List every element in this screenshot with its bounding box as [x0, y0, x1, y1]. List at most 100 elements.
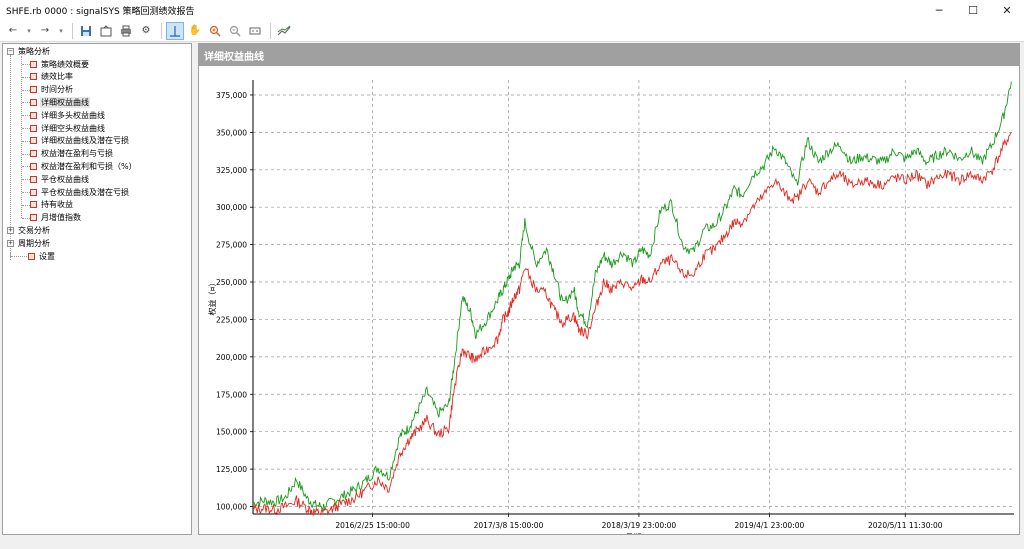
- expand-icon[interactable]: +: [7, 238, 14, 247]
- y-tick-label: 275,000: [216, 241, 247, 250]
- page-icon: [30, 98, 37, 106]
- tree-label: 策略绩效概要: [41, 59, 89, 69]
- tree-line: [21, 56, 22, 218]
- tree-item[interactable]: 持有收益: [30, 199, 74, 211]
- tree-line: [22, 192, 30, 193]
- tree-label: 详细权益曲线: [40, 96, 90, 108]
- tree-label: 周期分析: [18, 238, 50, 248]
- page-icon: [30, 86, 37, 94]
- window-title: SHFE.rb 0000 : signalSYS 策略回测绩效报告: [6, 6, 195, 17]
- y-tick-label: 150,000: [216, 428, 247, 437]
- tree-label: 交易分析: [18, 225, 50, 235]
- dropdown-icon[interactable]: ▾: [27, 26, 31, 35]
- settings-icon[interactable]: ⚙: [141, 25, 151, 36]
- tree-item-settings[interactable]: 设置: [28, 250, 56, 262]
- page-icon: [30, 162, 37, 170]
- tree-label: 详细空头权益曲线: [41, 123, 105, 133]
- tree-line: [22, 217, 30, 219]
- tree-line: [22, 204, 30, 206]
- minimize-button[interactable]: ─: [935, 3, 943, 17]
- tree-item[interactable]: 详细空头权益曲线: [30, 122, 106, 134]
- y-axis-label: 权益（¤）: [207, 278, 217, 315]
- y-tick-label: 100,000: [216, 503, 247, 512]
- expand-icon[interactable]: +: [7, 225, 14, 234]
- crosshair-icon[interactable]: [166, 21, 184, 40]
- zoom-out-icon[interactable]: [226, 22, 244, 40]
- y-tick-label: 125,000: [216, 465, 247, 474]
- equity-chart[interactable]: 100,000 125,000 150,000 175,000 200,000 225,0…: [199, 66, 1019, 549]
- tree-root-strategy[interactable]: − 策略分析: [7, 45, 51, 57]
- page-icon: [30, 111, 37, 119]
- tree-item[interactable]: 平仓权益曲线: [30, 173, 90, 185]
- tree-line: [22, 153, 30, 155]
- close-button[interactable]: ✕: [1002, 3, 1012, 17]
- page-icon: [30, 175, 37, 183]
- page-icon: [30, 124, 37, 132]
- tree-item[interactable]: 绩效比率: [30, 71, 74, 83]
- back-icon[interactable]: ←: [8, 25, 18, 36]
- tree-item[interactable]: 权益潜在盈利与亏损: [30, 148, 114, 160]
- tree-line: [11, 256, 27, 257]
- tree-item[interactable]: 详细权益曲线: [30, 96, 90, 108]
- dropdown-icon[interactable]: ▾: [59, 26, 63, 35]
- tree-label: 持有收益: [41, 200, 73, 210]
- x-tick-label: 2020/5/11 11:30:00: [868, 521, 943, 530]
- tree-label: 月增值指数: [41, 213, 81, 223]
- toolbar: ← ▾ → ▾ ⚙ ✋: [0, 20, 1024, 42]
- forward-icon[interactable]: →: [40, 25, 50, 36]
- pan-icon[interactable]: ✋: [188, 25, 202, 36]
- page-icon: [28, 252, 35, 260]
- page-icon: [30, 137, 37, 145]
- tree-line: [10, 55, 11, 257]
- print-icon[interactable]: [117, 22, 135, 40]
- tree-item[interactable]: 权益潜在盈利和亏损（%）: [30, 160, 138, 172]
- series-line-low: [252, 132, 1012, 517]
- tree-line: [22, 166, 30, 168]
- series-line-high: [252, 81, 1012, 512]
- status-bar: [0, 537, 1024, 549]
- page-icon: [30, 214, 37, 222]
- tree-line: [10, 252, 11, 260]
- report-tree: − 策略分析 策略绩效概要 绩效比率时间分析 详细权益曲线 详细多头权益曲线详细空头权…: [2, 43, 192, 535]
- toolbar-separator: [161, 22, 162, 39]
- tree-line: [22, 102, 30, 104]
- collapse-icon[interactable]: −: [7, 46, 14, 55]
- maximize-button[interactable]: ☐: [968, 3, 978, 17]
- tree-label: 时间分析: [41, 85, 73, 95]
- tree-label: 详细权益曲线及潜在亏损: [41, 136, 129, 146]
- tree-label: 平仓权益曲线: [41, 174, 89, 184]
- fit-icon[interactable]: [246, 22, 264, 40]
- tree-root-trades[interactable]: + 交易分析: [7, 224, 51, 236]
- x-tick-label: 2017/3/8 15:00:00: [474, 521, 544, 530]
- title-bar: SHFE.rb 0000 : signalSYS 策略回测绩效报告 ─ ☐ ✕: [0, 0, 1024, 20]
- chart-style-icon[interactable]: [275, 22, 293, 40]
- page-icon: [30, 188, 37, 196]
- zoom-in-icon[interactable]: [206, 22, 224, 40]
- y-tick-label: 225,000: [216, 315, 247, 324]
- export-icon[interactable]: [97, 22, 115, 40]
- x-tick-label: 2019/4/1 23:00:00: [735, 521, 805, 530]
- x-tick-label: 2018/3/19 23:00:00: [602, 521, 677, 530]
- tree-root-periods[interactable]: + 周期分析: [7, 237, 51, 249]
- toolbar-separator: [270, 22, 271, 39]
- tree-line: [22, 128, 30, 129]
- save-icon[interactable]: [77, 22, 95, 40]
- tree-item[interactable]: 时间分析: [30, 84, 74, 96]
- tree-item[interactable]: 详细权益曲线及潜在亏损: [30, 135, 130, 147]
- tree-item[interactable]: 详细多头权益曲线: [30, 109, 106, 121]
- panel-title: 详细权益曲线: [199, 44, 1019, 66]
- tree-label: 设置: [39, 251, 55, 261]
- page-icon: [30, 150, 37, 158]
- tree-item[interactable]: 平仓权益曲线及潜在亏损: [30, 186, 130, 198]
- tree-line: [22, 179, 30, 181]
- x-tick-label: 2016/2/25 15:00:00: [335, 521, 410, 530]
- tree-label: 平仓权益曲线及潜在亏损: [41, 187, 129, 197]
- y-tick-label: 375,000: [216, 91, 247, 100]
- tree-label: 权益潜在盈利与亏损: [41, 149, 113, 159]
- tree-item[interactable]: 策略绩效概要: [30, 58, 90, 70]
- y-tick-label: 175,000: [216, 390, 247, 399]
- x-axis-label: 日期: [626, 533, 642, 534]
- y-tick-label: 300,000: [216, 203, 247, 212]
- tree-label: 绩效比率: [41, 72, 73, 82]
- tree-item[interactable]: 月增值指数: [30, 212, 82, 224]
